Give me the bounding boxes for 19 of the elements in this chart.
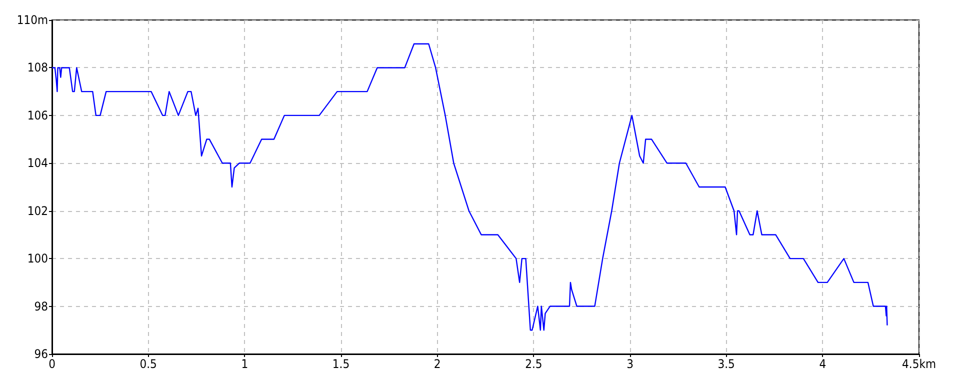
y-tick-label: 104 xyxy=(27,156,48,170)
y-tick-label: 98 xyxy=(34,299,48,314)
x-tick-label: 1.5 xyxy=(332,357,350,371)
x-tick-label: 4 xyxy=(819,357,826,371)
y-tick-label: 110m xyxy=(16,13,48,27)
x-tick-label: 0.5 xyxy=(140,357,157,371)
x-tick-label: 2.5 xyxy=(525,357,542,371)
x-tick-label: 1 xyxy=(241,357,248,371)
x-tick-label: 3.5 xyxy=(718,357,735,371)
x-tick-label: 4.5km xyxy=(902,357,936,371)
y-tick-label: 106 xyxy=(27,108,48,122)
x-tick-label: 3 xyxy=(626,357,634,371)
y-tick-label: 108 xyxy=(27,60,48,75)
x-tick-label: 0 xyxy=(48,357,56,371)
line-series xyxy=(51,43,888,331)
y-tick-label: 100 xyxy=(27,252,48,266)
x-tick-label: 2 xyxy=(434,357,441,371)
y-tick-label: 96 xyxy=(34,347,48,361)
y-tick-label: 102 xyxy=(27,204,48,218)
